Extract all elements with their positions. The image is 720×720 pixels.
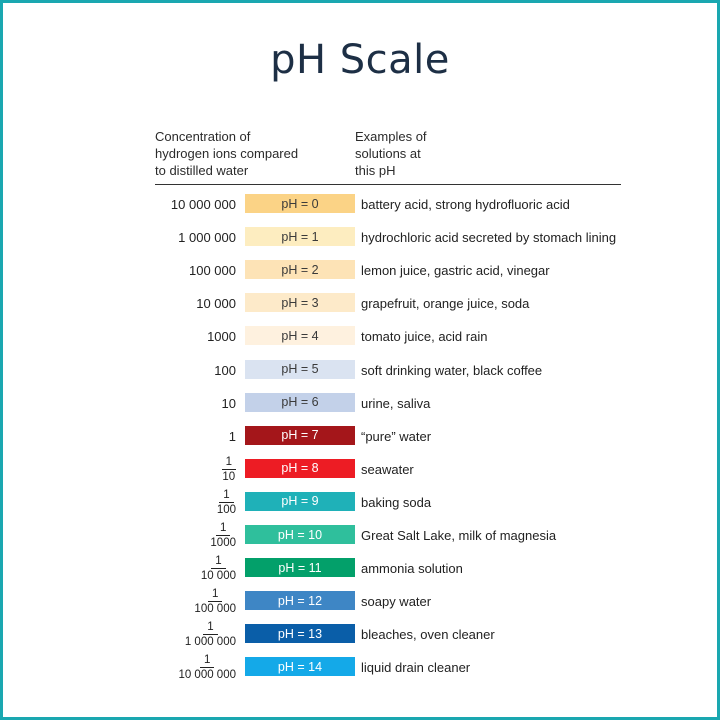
concentration-value: 100 (214, 362, 236, 378)
ph-label: pH = 1 (245, 227, 355, 247)
header-line: hydrogen ions compared (155, 146, 299, 161)
ph-label: pH = 0 (245, 194, 355, 213)
fraction-denominator: 10 (222, 470, 236, 483)
concentration-fraction: 1 100 (217, 489, 236, 516)
concentration-value: 1 000 000 (178, 230, 236, 246)
ph-label: pH = 4 (245, 326, 355, 346)
ph-row: 1 100 pH = 9 baking soda (3, 486, 717, 519)
concentration-value: 1000 (207, 329, 236, 345)
fraction-numerator: 1 (216, 522, 231, 536)
ph-row: 10 000 pH = 3 grapefruit, orange juice, so… (3, 287, 717, 320)
fraction-numerator: 1 (200, 654, 215, 669)
example-solutions: Great Salt Lake, milk of magnesia (361, 528, 557, 543)
concentration-value: 100 000 (189, 263, 236, 279)
header-divider (155, 184, 621, 185)
fraction-denominator: 10 000 (200, 570, 236, 583)
concentration-fraction: 1 10 (221, 456, 236, 483)
ph-label: pH = 14 (245, 657, 355, 677)
concentration-fraction: 1 10 000 (201, 555, 236, 582)
concentration-value: 10 000 (196, 296, 236, 312)
concentration-value: 1 (228, 428, 236, 444)
ph-row: 1 000 000 pH = 1 hydrochloric acid secrete… (3, 221, 717, 254)
concentration-value: 1 100 000 (194, 585, 236, 618)
concentration-value: 10 000 000 (170, 197, 236, 212)
header-line: to distilled water (155, 163, 249, 178)
example-solutions: baking soda (361, 494, 432, 510)
page-title: pH Scale (270, 37, 450, 83)
header-line: Examples of (355, 129, 427, 144)
ph-label: pH = 13 (245, 624, 355, 644)
example-solutions: soft drinking water, black coffee (361, 362, 543, 378)
ph-label: pH = 7 (245, 425, 355, 445)
concentration-value: 1 100 (217, 486, 236, 519)
fraction-denominator: 100 000 (194, 603, 236, 616)
fraction-denominator: 1000 (210, 537, 236, 549)
fraction-numerator: 1 (203, 621, 218, 636)
example-solutions: seawater (361, 461, 414, 477)
concentration-value: 1 10 000 000 (178, 651, 236, 684)
header-line: Concentration of (155, 129, 251, 144)
ph-row: 1 1000 pH = 10 Great Salt Lake, milk of mag… (3, 519, 717, 552)
concentration-fraction: 1 10 000 000 (178, 654, 236, 681)
ph-row: 10 000 000 pH = 0 battery acid, strong hyd… (3, 188, 717, 221)
example-solutions: hydrochloric acid secreted by stomach li… (361, 230, 617, 246)
ph-label: pH = 12 (245, 591, 355, 611)
ph-row: 1000 pH = 4 tomato juice, acid rain (3, 320, 717, 353)
example-solutions: bleaches, oven cleaner (361, 627, 495, 643)
example-solutions: grapefruit, orange juice, soda (361, 296, 530, 312)
fraction-numerator: 1 (221, 456, 236, 470)
examples-column-header: Examples of solutions at this pH (355, 128, 427, 179)
concentration-value: 10 (221, 395, 236, 411)
example-solutions: liquid drain cleaner (361, 660, 471, 676)
example-solutions: “pure” water (361, 428, 432, 444)
ph-row: 1 10 000 pH = 11 ammonia solution (3, 552, 717, 585)
ph-row: 1 10 pH = 8 seawater (3, 453, 717, 486)
fraction-numerator: 1 (219, 489, 234, 503)
ph-label: pH = 2 (245, 260, 355, 280)
fraction-denominator: 10 000 000 (178, 669, 236, 682)
concentration-fraction: 1 1000 (210, 522, 236, 549)
concentration-value: 1 10 (221, 453, 236, 486)
example-solutions: ammonia solution (361, 561, 463, 577)
fraction-numerator: 1 (211, 555, 226, 570)
ph-row: 1 pH = 7 “pure” water (3, 420, 717, 453)
example-solutions: tomato juice, acid rain (361, 329, 488, 345)
ph-label: pH = 11 (245, 558, 355, 578)
fraction-denominator: 100 (216, 503, 236, 516)
ph-label: pH = 5 (245, 359, 355, 379)
fraction-denominator: 1 000 000 (184, 636, 236, 649)
concentration-value: 1 10 000 (201, 552, 236, 585)
ph-label: pH = 6 (245, 392, 355, 412)
ph-label: pH = 10 (245, 525, 355, 544)
example-solutions: battery acid, strong hydrofluoric acid (361, 197, 570, 212)
ph-row: 1 10 000 000 pH = 14 liquid drain cleaner (3, 651, 717, 684)
ph-label: pH = 9 (245, 491, 355, 511)
fraction-numerator: 1 (208, 588, 223, 603)
example-solutions: lemon juice, gastric acid, vinegar (361, 263, 550, 279)
concentration-value: 1 1000 (210, 519, 236, 552)
example-solutions: urine, saliva (361, 395, 431, 411)
ph-row: 1 100 000 pH = 12 soapy water (3, 585, 717, 618)
ph-row: 10 pH = 6 urine, saliva (3, 387, 717, 420)
ph-label: pH = 8 (245, 458, 355, 478)
ph-label: pH = 3 (245, 293, 355, 313)
header-line: solutions at (355, 146, 421, 161)
example-solutions: soapy water (361, 594, 432, 610)
header-line: this pH (355, 163, 396, 178)
ph-row: 100 pH = 5 soft drinking water, black coff… (3, 354, 717, 387)
concentration-fraction: 1 100 000 (194, 588, 236, 615)
concentration-column-header: Concentration of hydrogen ions compared … (155, 128, 298, 179)
ph-row: 100 000 pH = 2 lemon juice, gastric acid, … (3, 254, 717, 287)
